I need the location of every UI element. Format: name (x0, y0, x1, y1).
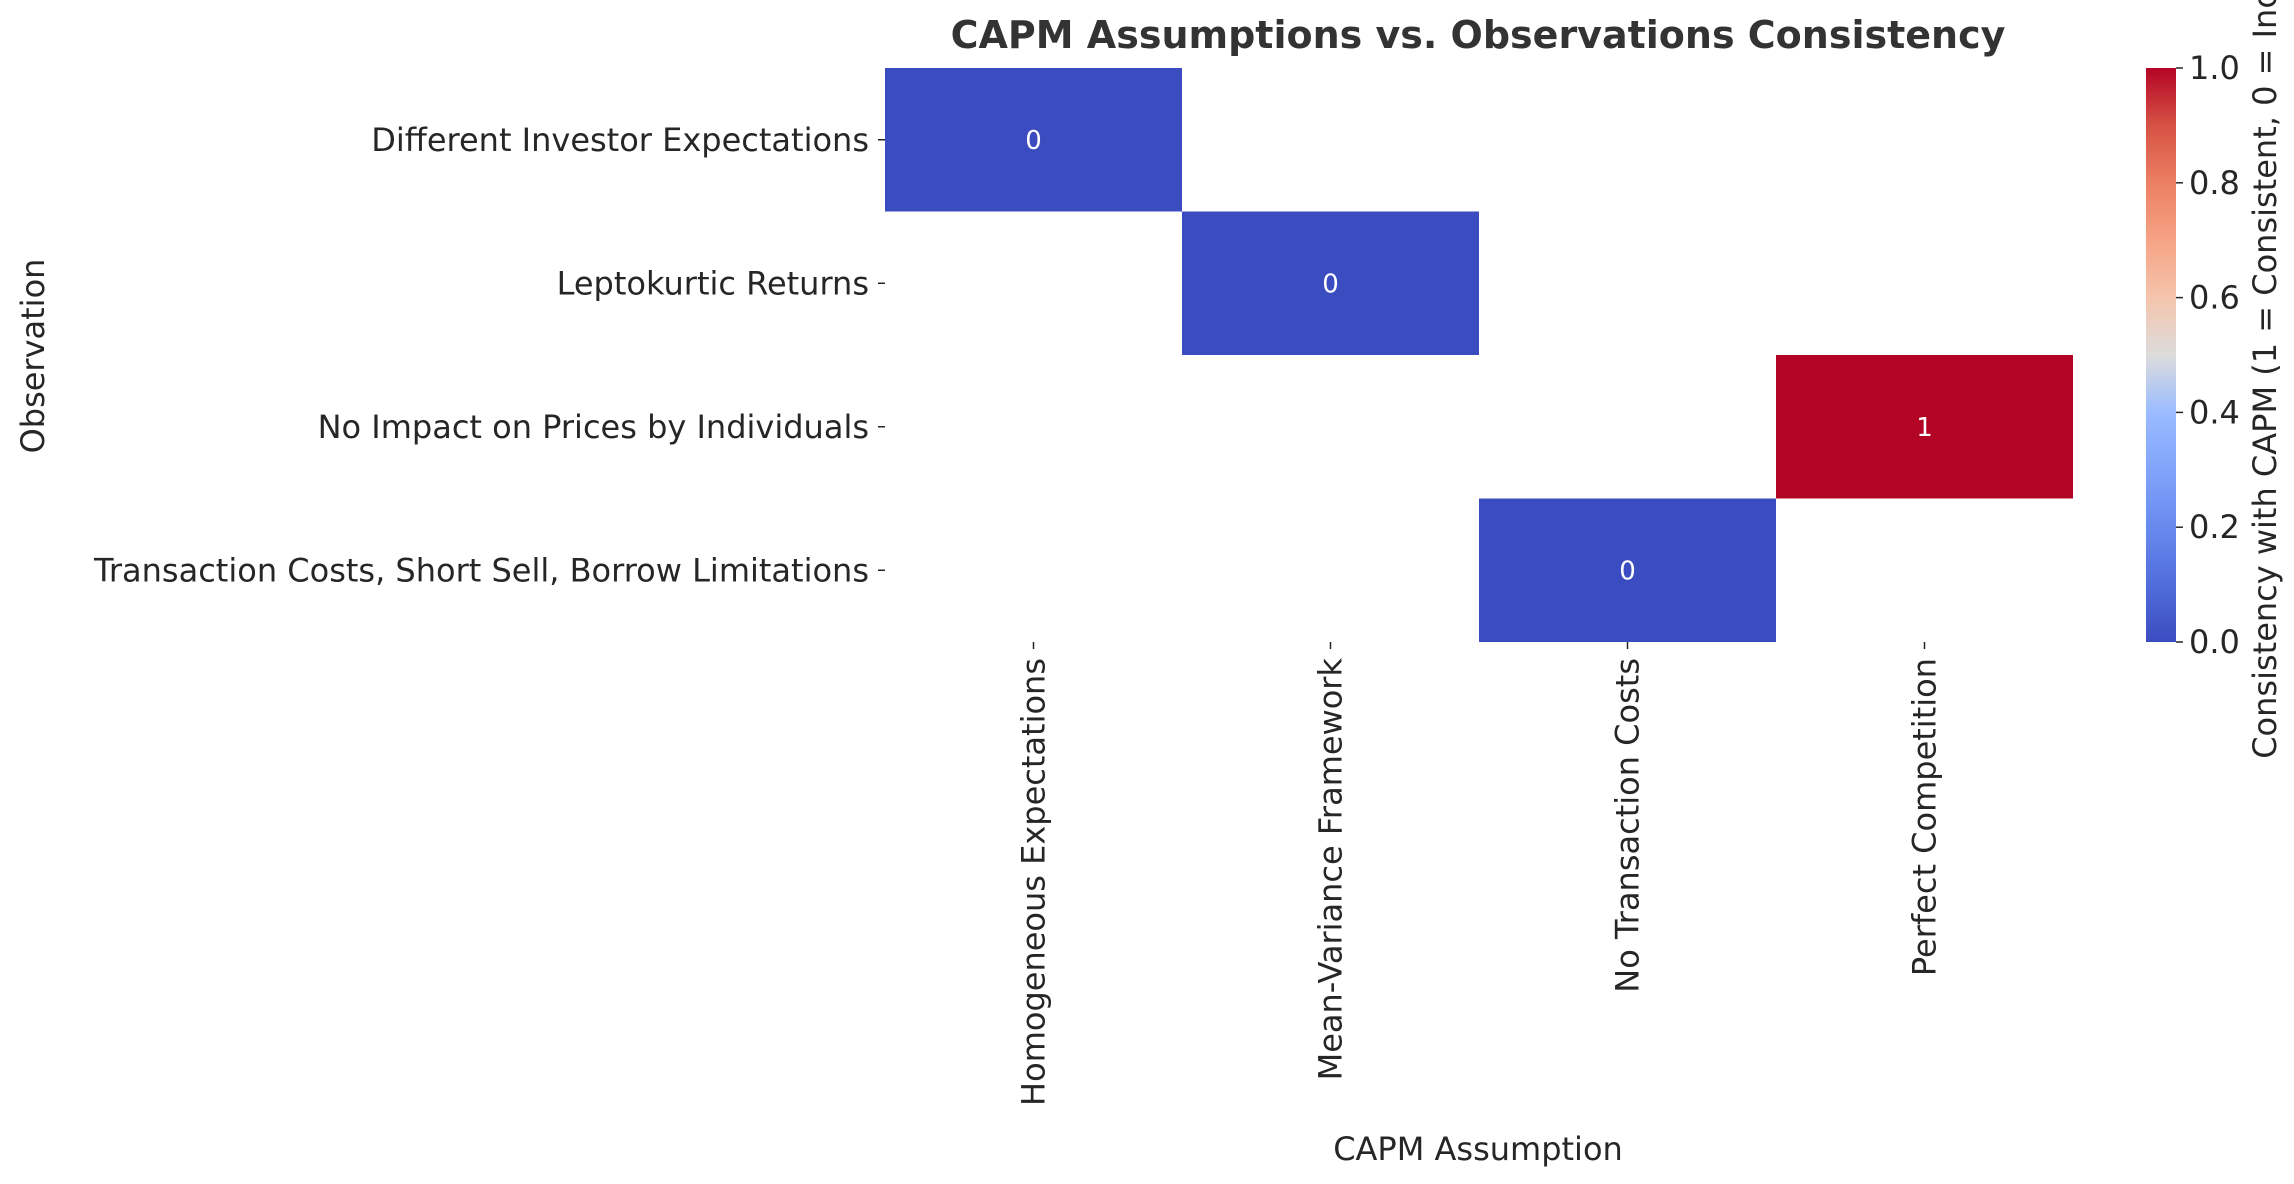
x-axis-label: CAPM Assumption (1333, 1130, 1623, 1168)
x-tick-label: Mean-Variance Framework (1312, 658, 1350, 1081)
colorbar-tick-label: 0.8 (2189, 164, 2240, 202)
colorbar-tick-label: 0.4 (2189, 393, 2240, 431)
colorbar-ticks: 0.0 0.2 0.4 0.6 0.8 1.0 (2176, 49, 2240, 661)
y-tick-label: No Impact on Prices by Individuals (318, 408, 869, 446)
colorbar-tick-label: 0.2 (2189, 508, 2240, 546)
cell-value-label: 1 (1916, 413, 1933, 443)
x-tick-label: Perfect Competition (1906, 658, 1944, 976)
heatmap-cell (1479, 498, 1776, 642)
colorbar-tick-label: 1.0 (2189, 49, 2240, 87)
colorbar-tick-label: 0.0 (2189, 623, 2240, 661)
cell-value-label: 0 (1619, 556, 1636, 586)
colorbar-label: Consistency with CAPM (1 = Consistent, 0… (2246, 0, 2284, 759)
heatmap-cell (885, 68, 1182, 212)
heatmap-cells: 0 0 1 0 (885, 68, 2073, 642)
heatmap-cell (1776, 355, 2073, 499)
cell-value-label: 0 (1025, 126, 1042, 156)
heatmap-cell (1182, 211, 1479, 355)
y-tick-label: Transaction Costs, Short Sell, Borrow Li… (93, 551, 869, 589)
chart-title: CAPM Assumptions vs. Observations Consis… (951, 13, 2006, 57)
y-axis-ticks: Different Investor Expectations Leptokurt… (93, 121, 885, 589)
y-tick-label: Leptokurtic Returns (557, 264, 869, 302)
colorbar: 0.0 0.2 0.4 0.6 0.8 1.0 Consistency with CAPM… (2146, 0, 2284, 759)
colorbar-tick-label: 0.6 (2189, 279, 2240, 317)
x-tick-label: No Transaction Costs (1609, 658, 1647, 993)
y-axis-label: Observation (14, 259, 52, 454)
y-tick-label: Different Investor Expectations (371, 121, 869, 159)
x-tick-label: Homogeneous Expectations (1015, 658, 1053, 1106)
colorbar-gradient (2146, 68, 2176, 642)
x-axis-ticks: Homogeneous Expectations Mean-Variance Fr… (1015, 642, 1944, 1106)
cell-value-label: 0 (1322, 269, 1339, 299)
